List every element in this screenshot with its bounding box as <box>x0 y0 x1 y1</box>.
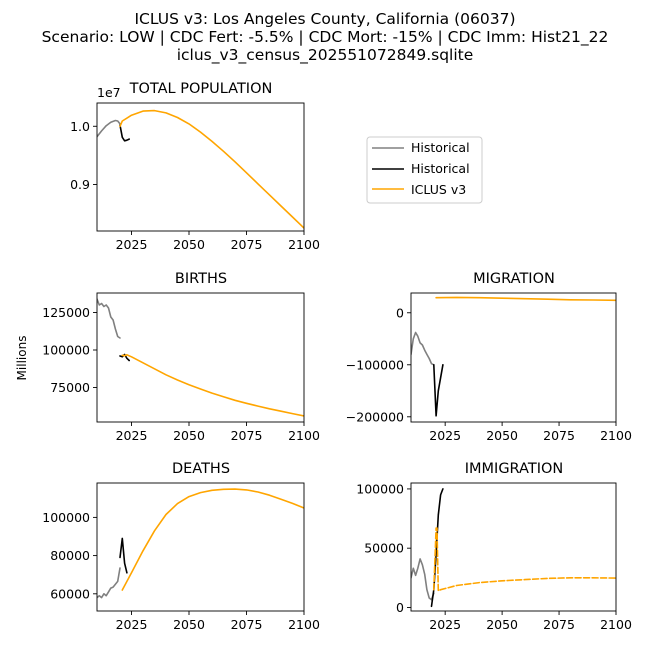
series-line-1 <box>432 363 444 417</box>
x-tick-label: 2100 <box>288 617 320 632</box>
plot-frame <box>410 292 617 423</box>
plot-frame <box>96 482 305 612</box>
legend: Historical Historical ICLUS v3 <box>366 136 483 204</box>
y-tick-label: 80000 <box>50 548 90 563</box>
y-tick-label: 75000 <box>50 380 90 395</box>
x-tick-label: 2075 <box>231 617 263 632</box>
y-tick-label: 100000 <box>356 481 404 496</box>
x-tick-label: 2075 <box>543 428 575 443</box>
chart-population: TOTAL POPULATION 2025 2050 2075 2100 0.9 1.0 1e… <box>70 81 320 252</box>
series-group <box>97 109 304 229</box>
y-tick-label: 1.0 <box>70 119 90 134</box>
y-tick-label: −100000 <box>346 357 404 372</box>
y-tick-label: 0 <box>396 600 404 615</box>
figure-title-line-2: Scenario: LOW | CDC Fert: -5.5% | CDC Mo… <box>41 28 609 46</box>
chart-title: BIRTHS <box>175 271 227 287</box>
x-tick-label: 2050 <box>486 428 518 443</box>
series-group <box>411 296 616 417</box>
x-tick-label: 2100 <box>288 237 320 252</box>
y-tick-label: −200000 <box>346 409 404 424</box>
legend-label-historical-gray: Historical <box>411 140 470 155</box>
chart-title: DEATHS <box>172 461 230 477</box>
y-tick-label: 50000 <box>364 541 404 556</box>
chart-title: TOTAL POPULATION <box>129 81 273 97</box>
figure-title-line-1: ICLUS v3: Los Angeles County, California… <box>134 10 516 28</box>
series-line-0 <box>411 558 435 601</box>
series-line-0 <box>97 567 121 599</box>
y-tick-label: 100000 <box>42 510 90 525</box>
x-tick-label: 2075 <box>231 237 263 252</box>
x-tick-label: 2025 <box>429 617 461 632</box>
chart-immigration: IMMIGRATION 2025 2050 2075 2100 0 50000 100000 <box>356 461 632 632</box>
x-tick-label: 2050 <box>173 617 205 632</box>
legend-label-historical-black: Historical <box>411 161 470 176</box>
x-tick-label: 2075 <box>543 617 575 632</box>
series-line-2 <box>121 353 304 417</box>
x-tick-label: 2075 <box>231 428 263 443</box>
figure-title-line-3: iclus_v3_census_202551072849.sqlite <box>176 46 474 64</box>
y-axis-label: Millions <box>15 336 29 381</box>
chart-title: IMMIGRATION <box>465 461 563 477</box>
y-tick-label: 125000 <box>42 305 90 320</box>
series-line-2 <box>432 527 616 592</box>
plot-frame <box>410 482 617 612</box>
plot-frame <box>96 102 305 232</box>
series-line-2 <box>435 296 616 302</box>
series-group <box>411 488 616 608</box>
legend-label-iclus: ICLUS v3 <box>411 182 466 197</box>
y-tick-label: 100000 <box>42 343 90 358</box>
chart-births: BIRTHS 2025 2050 2075 2100 75000 100000 125000 <box>42 271 320 443</box>
y-tick-label: 0 <box>396 305 404 320</box>
x-tick-label: 2050 <box>173 237 205 252</box>
plot-frame <box>96 292 305 423</box>
chart-migration: MIGRATION 2025 2050 2075 2100 −200000 −100000 0 <box>346 271 632 443</box>
series-line-2 <box>121 488 304 591</box>
y-tick-label: 60000 <box>50 586 90 601</box>
chart-title: MIGRATION <box>473 271 555 287</box>
series-group <box>97 298 304 417</box>
series-line-1 <box>119 124 130 142</box>
legend-frame <box>366 136 483 204</box>
y-tick-label: 0.9 <box>70 177 90 192</box>
x-tick-label: 2050 <box>486 617 518 632</box>
x-tick-label: 2100 <box>600 428 632 443</box>
x-tick-label: 2025 <box>116 237 148 252</box>
series-line-2 <box>119 109 304 229</box>
x-tick-label: 2050 <box>173 428 205 443</box>
series-line-1 <box>119 353 130 362</box>
x-tick-label: 2100 <box>600 617 632 632</box>
x-tick-label: 2025 <box>116 428 148 443</box>
series-line-0 <box>411 331 435 366</box>
series-line-1 <box>119 537 128 574</box>
y-axis-multiplier: 1e7 <box>97 85 121 100</box>
x-tick-label: 2100 <box>288 428 320 443</box>
x-tick-label: 2025 <box>116 617 148 632</box>
series-group <box>97 488 304 599</box>
x-tick-label: 2025 <box>429 428 461 443</box>
chart-deaths: DEATHS 2025 2050 2075 2100 60000 80000 100000 <box>42 461 320 632</box>
series-line-0 <box>97 119 121 138</box>
series-line-0 <box>97 298 121 339</box>
